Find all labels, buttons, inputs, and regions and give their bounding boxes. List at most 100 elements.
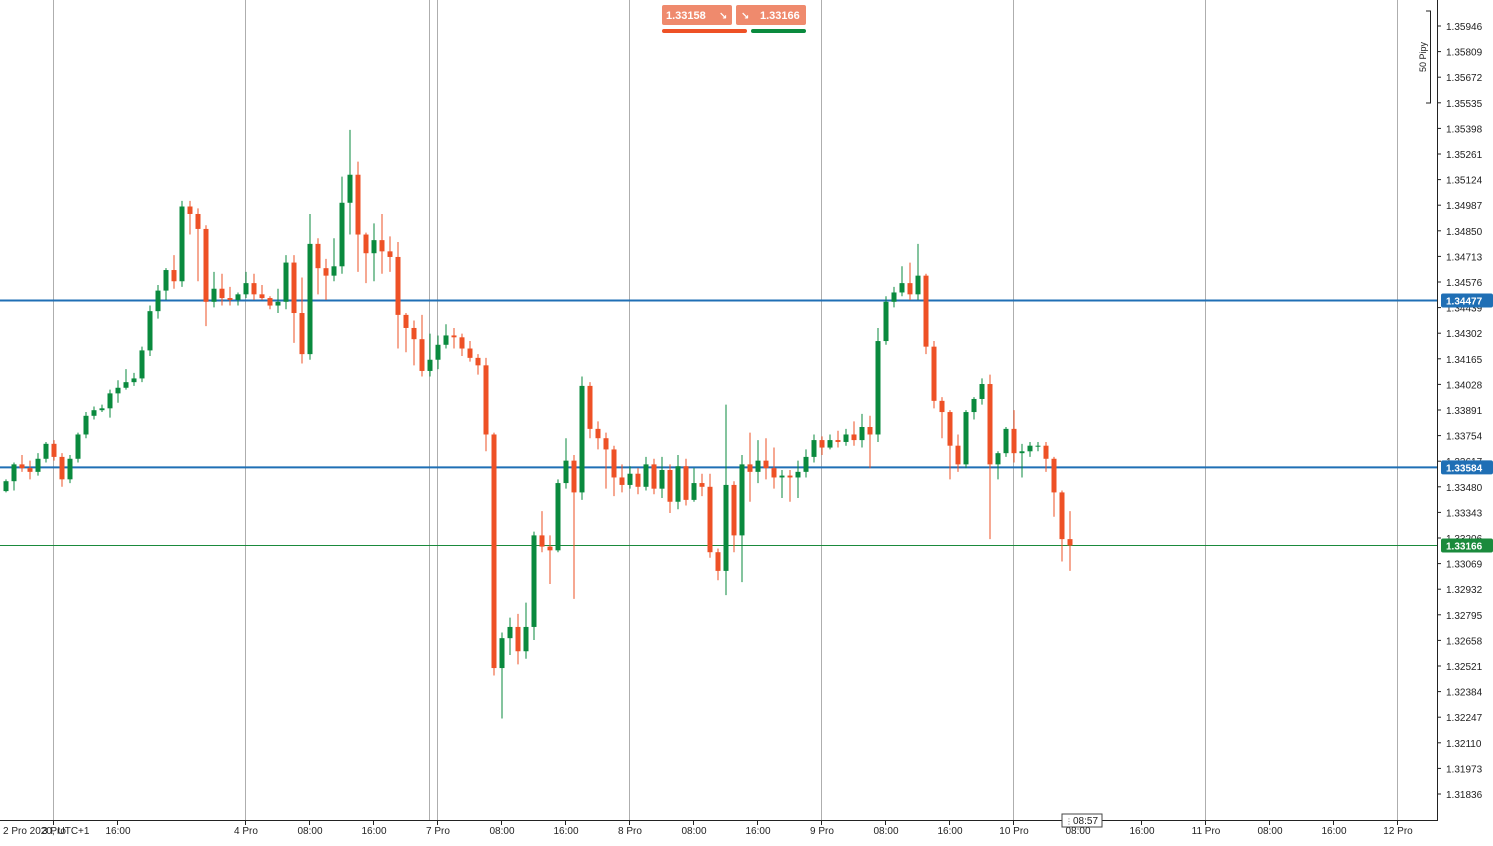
arrow-down-right-icon: ↘: [719, 11, 727, 22]
candle-body: [731, 484, 737, 536]
y-tick-label: 1.34028: [1446, 380, 1483, 391]
candle-body: [555, 483, 561, 551]
y-tick-label: 1.32795: [1446, 611, 1483, 622]
candle: [659, 456, 665, 499]
candle-body: [307, 243, 313, 355]
candle-body: [515, 626, 521, 652]
candle-body: [467, 348, 473, 358]
candle-body: [939, 400, 945, 413]
candle-body: [379, 240, 385, 252]
x-tick-label: 7 Pro: [426, 826, 450, 837]
candle: [235, 292, 241, 306]
y-tick-label: 1.35398: [1446, 124, 1483, 135]
candle: [603, 432, 609, 489]
candle: [3, 479, 9, 493]
candle: [411, 320, 417, 366]
y-tick-label: 1.35535: [1446, 99, 1483, 110]
x-tick-label: 16:00: [1321, 826, 1346, 837]
candle: [843, 428, 849, 446]
candle: [939, 397, 945, 439]
candle: [251, 273, 257, 300]
candle-body: [947, 412, 953, 446]
candle: [275, 288, 281, 314]
candle: [339, 176, 345, 274]
candle-body: [1043, 445, 1049, 459]
candle-body: [851, 434, 857, 441]
candle-body: [51, 443, 57, 457]
candle: [467, 341, 473, 362]
x-axis[interactable]: 2 Pro 2020, UTC+13 Pro 16:00 4 Pro 08:00 16:…: [3, 821, 1413, 837]
candle: [1035, 441, 1041, 452]
y-axis[interactable]: 1.35946 1.35809 1.35672 1.35535 1.35398 1.352…: [1437, 22, 1493, 801]
candle-body: [147, 311, 153, 351]
candle: [499, 632, 505, 719]
x-tick-label: 16:00: [937, 826, 962, 837]
candle-body: [59, 456, 65, 480]
candle-body: [3, 481, 9, 492]
y-tick-label: 1.34576: [1446, 278, 1483, 289]
candle: [531, 531, 537, 641]
current-time-label: 08:57: [1073, 816, 1098, 827]
candle-body: [475, 357, 481, 366]
candle-body: [795, 471, 801, 478]
candle-body: [955, 445, 961, 465]
y-tick-label: 1.32247: [1446, 713, 1483, 724]
candle-body: [331, 266, 337, 276]
candle-body: [523, 626, 529, 652]
candle: [123, 369, 129, 390]
candle-body: [491, 434, 497, 669]
candle: [203, 225, 209, 327]
candle-body: [755, 460, 761, 472]
candle-body: [235, 294, 241, 300]
candle-body: [803, 456, 809, 472]
candle-body: [979, 384, 985, 399]
candle-body: [1051, 458, 1057, 493]
candle-body: [675, 466, 681, 502]
candle: [547, 535, 553, 584]
price-level-tag-label: 1.34477: [1446, 296, 1483, 307]
candle: [291, 255, 297, 343]
candle: [563, 438, 569, 489]
candle-body: [339, 202, 345, 267]
candle: [555, 479, 561, 553]
candle-body: [587, 385, 593, 429]
candle: [427, 333, 433, 377]
candle-body: [459, 337, 465, 349]
candle-body: [427, 359, 433, 371]
candle-body: [387, 251, 393, 257]
candle: [891, 286, 897, 308]
candle: [67, 455, 73, 484]
sell-price-button[interactable]: 1.33158 ↘: [662, 5, 732, 25]
candle: [91, 406, 97, 420]
candle-body: [299, 313, 305, 355]
candle-body: [867, 427, 873, 435]
y-tick-label: 1.33754: [1446, 432, 1483, 443]
candle-body: [91, 410, 97, 416]
candle-body: [155, 290, 161, 312]
sell-price-label: 1.33158: [666, 10, 706, 22]
candle: [51, 440, 57, 461]
candle: [59, 453, 65, 487]
candle-body: [883, 301, 889, 342]
candle-body: [27, 468, 33, 472]
candle: [83, 412, 89, 439]
candle-body: [835, 440, 841, 442]
buy-price-button[interactable]: ↘ 1.33166: [736, 5, 806, 25]
candle-body: [283, 262, 289, 302]
y-tick-label: 1.33069: [1446, 560, 1483, 571]
candle: [459, 333, 465, 356]
candle-body: [899, 283, 905, 293]
arrow-down-right-icon: ↘: [741, 11, 749, 22]
buy-price-label: 1.33166: [760, 10, 800, 22]
candle: [1011, 410, 1017, 463]
candle-body: [171, 270, 177, 282]
buy-indicator-bar: [751, 29, 806, 33]
candle-body: [651, 464, 657, 489]
y-tick-label: 1.35124: [1446, 176, 1483, 187]
candle: [699, 473, 705, 497]
candle-body: [635, 473, 641, 487]
candle: [931, 341, 937, 409]
candle: [379, 213, 385, 274]
